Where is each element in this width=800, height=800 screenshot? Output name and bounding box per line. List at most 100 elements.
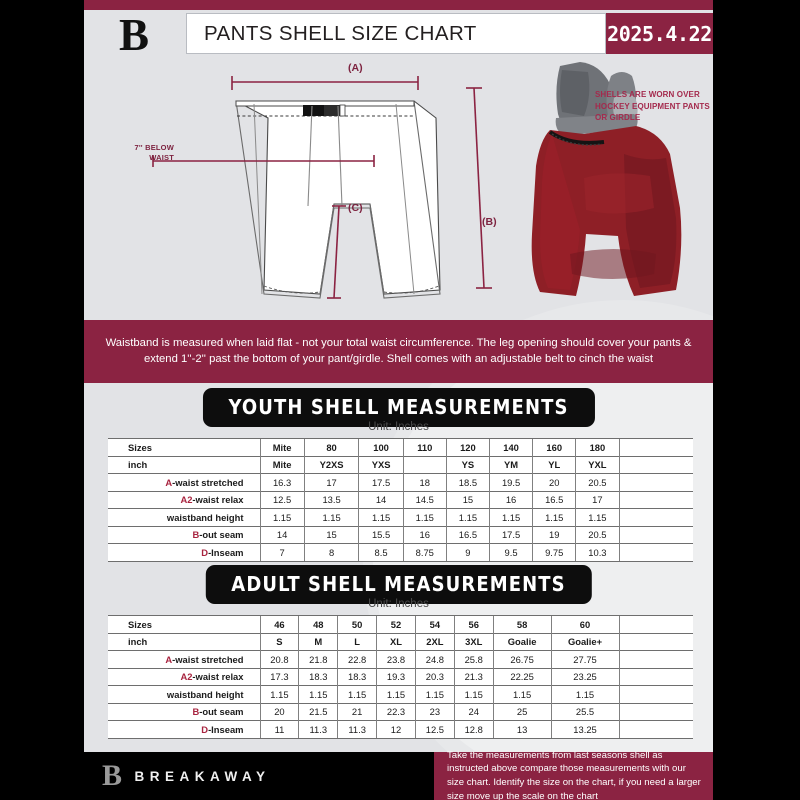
page-footer: B BREAKAWAY Take the measurements from l… [84,749,713,800]
table-cell: 14 [259,525,305,544]
table-cell: 16.3 [259,473,305,491]
table-cell: 16 [402,525,447,544]
row-label: inch [108,632,260,651]
row-label-marker: D [201,546,209,558]
table-cell-spacer [618,455,693,474]
table-cell-spacer [618,490,693,509]
table-cell: 18.3 [337,667,377,686]
table-cell: 1.15 [453,685,494,703]
table-cell: 17.5 [358,473,404,491]
table-cell: 1.15 [492,685,552,703]
below-waist-label: 7'' BELOW WAIST [134,143,174,162]
row-label: A-waist stretched [108,650,260,668]
row-label: A-waist stretched [108,473,260,491]
table-cell: 27.75 [550,650,619,668]
table-cell: 12.5 [414,720,455,739]
date-text: 2025.4.22 [607,21,712,46]
table-cell: 1.15 [532,508,576,526]
table-cell: 8.5 [358,543,404,562]
table-cell: 25.8 [453,650,494,668]
table-cell: YXS [358,455,404,474]
table-cell: 19.5 [488,473,533,491]
dimension-label-c: (C) [348,202,363,214]
breakaway-logo-icon: B [118,10,149,60]
footer-brand-name: BREAKAWAY [134,768,271,784]
table-row: waistband height 1.15 1.15 1.15 1.15 1.15 1.15… [108,685,693,703]
table-cell-spacer [618,508,693,526]
youth-section-title: YOUTH SHELL MEASUREMENTS [202,388,595,427]
table-cell: 24 [453,702,494,721]
table-cell: 13 [492,720,552,739]
table-cell: 180 [575,438,619,456]
row-label: D-Inseam [108,720,260,739]
table-cell: 11 [259,720,299,739]
table-cell: 19.3 [376,667,416,686]
table-cell: 16 [488,490,533,509]
page-title: PANTS SHELL SIZE CHART [204,21,477,45]
table-cell: 1.15 [488,508,533,526]
table-cell: S [259,632,299,651]
table-cell-spacer [618,615,693,633]
table-cell: 1.15 [337,685,377,703]
row-label: A2-waist relax [108,490,260,509]
table-cell: 100 [358,438,404,456]
table-cell: 21.5 [298,702,338,721]
table-row: inch S M L XL 2XL 3XL Goalie Goalie+ [108,632,693,651]
measurement-instructions-banner: Waistband is measured when laid flat - n… [84,320,713,383]
table-cell: 21 [337,702,377,721]
table-cell: 12.8 [453,720,494,739]
table-cell: 1.15 [259,508,305,526]
table-cell: 25.5 [550,702,619,721]
table-cell: 48 [298,615,338,633]
table-cell: 1.15 [298,685,338,703]
table-cell: 8.75 [402,543,447,562]
table-cell: 56 [453,615,494,633]
table-row: Sizes Mite 80 100 110 120 140 160 180 [108,438,693,456]
size-chart-sheet: B PANTS SHELL SIZE CHART 2025.4.22 [84,0,713,800]
table-cell: 16.5 [445,525,490,544]
table-row: B-out seam 20 21.5 21 22.3 23 24 25 25.5 [108,702,693,721]
table-row: D-Inseam 7 8 8.5 8.75 9 9.5 9.75 10.3 [108,543,693,562]
table-cell: 1.15 [259,685,299,703]
table-row: waistband height 1.15 1.15 1.15 1.15 1.15 1.15… [108,508,693,526]
breakaway-logo-icon-footer: B [102,759,122,792]
row-label-marker: A [165,476,173,488]
table-cell: 1.15 [402,508,447,526]
table-cell: 18 [402,473,447,491]
table-cell: 60 [550,615,619,633]
table-row: A2-waist relax 12.5 13.5 14 14.5 15 16 16.5 17 [108,490,693,509]
table-cell-spacer [618,650,693,668]
table-cell: 140 [488,438,533,456]
table-cell-spacer [618,438,693,456]
footer-note-text: Take the measurements from last seasons … [447,749,701,800]
row-label-marker: A2 [180,494,193,506]
table-cell: 13.5 [303,490,359,509]
table-cell: 1.15 [575,508,619,526]
table-cell: 21.8 [298,650,338,668]
row-label: B-out seam [108,702,260,721]
table-cell: 1.15 [358,508,404,526]
table-row: B-out seam 14 15 15.5 16 16.5 17.5 19 20.5 [108,525,693,544]
table-cell: YS [445,455,490,474]
table-cell-spacer [618,720,693,739]
product-photo [531,62,682,296]
adult-size-table: Sizes 46 48 50 52 54 56 58 60 inch S M L XL 2XL 3XL Goal… [108,615,693,739]
table-cell: 21.3 [453,667,494,686]
table-cell-spacer [618,667,693,686]
table-cell: 80 [303,438,359,456]
table-cell: 22.25 [492,667,552,686]
row-label: waistband height [108,508,260,526]
table-cell: 16.5 [532,490,576,509]
table-cell: 24.8 [414,650,455,668]
table-cell: 14.5 [402,490,447,509]
table-cell: 12.5 [259,490,305,509]
table-cell: Mite [259,455,305,474]
row-label-marker: D [201,723,209,735]
table-cell: 1.15 [445,508,490,526]
table-cell-spacer [618,525,693,544]
table-cell: 1.15 [414,685,455,703]
table-cell: YXL [575,455,619,474]
table-cell: 23.25 [550,667,619,686]
